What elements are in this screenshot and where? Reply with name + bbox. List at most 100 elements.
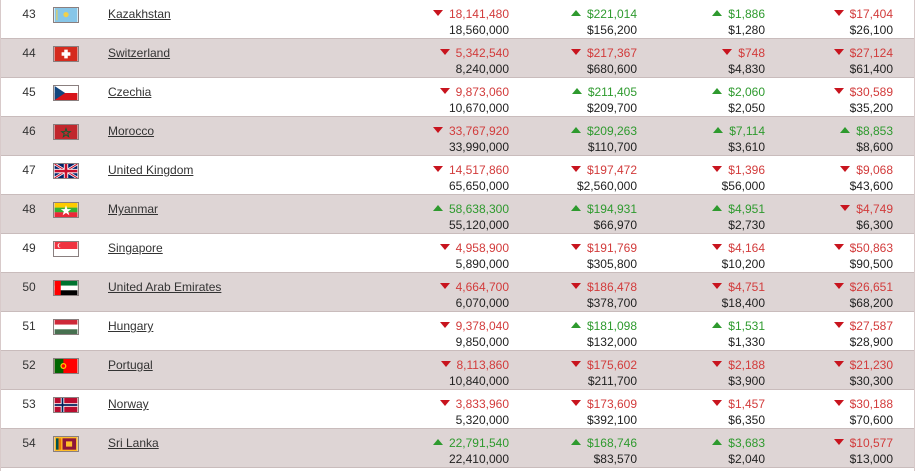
country-link[interactable]: United Kingdom [108,163,194,177]
c3-value-text: $1,531 [728,319,765,333]
rank-number: 53 [22,397,36,411]
c2-value-text: $181,098 [586,319,637,333]
c3-value-text: $7,114 [729,124,765,138]
arrow-down-icon [840,166,851,172]
c4-cell: $8,853 $8,600 [840,117,893,155]
c1-value-text: 18,141,480 [448,7,509,21]
c1-cell: 14,517,860 65,650,000 [432,156,509,194]
c2-base: $2,560,000 [576,179,637,193]
c2-value-text: $221,014 [586,7,637,21]
c4-value: $17,404 [833,7,893,23]
norway-flag-icon [53,397,79,413]
c3-value-text: $4,951 [728,202,765,216]
c2-value-text: $194,931 [586,202,637,216]
table-row: 51 Hungary 9,378,040 9,850,000 $181,098 $132,… [1,312,914,351]
c2-value: $181,098 [570,319,637,335]
srilanka-flag-icon [53,436,79,452]
country-link[interactable]: Kazakhstan [108,7,171,21]
arrow-up-icon [570,10,581,16]
c3-value-text: $1,886 [728,7,765,21]
arrow-down-icon [712,361,723,367]
c4-cell: $26,651 $68,200 [833,273,893,311]
country-link[interactable]: Czechia [108,85,152,99]
c4-cell: $10,577 $13,000 [833,429,893,467]
c4-base: $68,200 [849,296,893,310]
uae-flag-icon [53,280,79,296]
c4-base: $90,500 [849,257,893,271]
c1-base: 8,240,000 [455,62,509,76]
c2-value: $197,472 [570,163,637,179]
c3-base: $2,040 [728,452,765,466]
switzerland-flag-icon [53,46,79,62]
rank-number: 44 [22,46,36,60]
c1-value-text: 4,664,700 [455,280,509,294]
arrow-down-icon [833,283,844,289]
rank-number: 47 [22,163,36,177]
country-link[interactable]: Myanmar [108,202,159,216]
c2-value: $209,263 [570,124,637,140]
country-link[interactable]: Norway [108,397,149,411]
c2-value-text: $168,746 [586,436,637,450]
arrow-down-icon [570,400,581,406]
c1-cell: 9,873,060 10,670,000 [439,78,509,116]
c1-value-text: 22,791,540 [448,436,509,450]
arrow-down-icon [712,244,723,250]
c1-value: 3,833,960 [439,397,509,413]
c3-value-text: $3,683 [728,436,765,450]
rank-number: 49 [22,241,36,255]
hungary-flag-icon [53,319,79,335]
c2-base: $378,700 [586,296,637,310]
arrow-down-icon [439,322,450,328]
c2-value: $211,405 [571,85,637,101]
c2-value-text: $191,769 [586,241,637,255]
c4-value: $26,651 [833,280,893,296]
country-link[interactable]: United Arab Emirates [108,280,222,294]
arrow-down-icon [439,88,450,94]
c3-value: $7,114 [713,124,765,140]
c4-value-text: $9,068 [856,163,893,177]
c2-cell: $217,367 $680,600 [570,39,637,77]
country-link[interactable]: Sri Lanka [108,436,159,450]
country-link[interactable]: Hungary [108,319,154,333]
c1-cell: 3,833,960 5,320,000 [439,390,509,428]
c4-value: $9,068 [840,163,893,179]
arrow-down-icon [833,439,844,445]
arrow-down-icon [833,400,844,406]
morocco-flag-icon [53,124,79,140]
c4-base: $61,400 [849,62,893,76]
c4-cell: $27,124 $61,400 [833,39,893,77]
country-link[interactable]: Portugal [108,358,153,372]
myanmar-flag-icon [53,202,79,218]
c1-value: 9,873,060 [439,85,509,101]
c1-value-text: 9,378,040 [455,319,509,333]
c1-cell: 4,958,900 5,890,000 [439,234,509,272]
country-link[interactable]: Singapore [108,241,163,255]
c1-cell: 18,141,480 18,560,000 [432,0,509,38]
c3-cell: $1,457 $6,350 [712,390,765,428]
c2-cell: $211,405 $209,700 [571,78,637,116]
arrow-down-icon [439,400,450,406]
country-link[interactable]: Switzerland [108,46,171,60]
c1-base: 9,850,000 [455,335,509,349]
c1-base: 6,070,000 [455,296,509,310]
c3-base: $1,280 [728,23,765,37]
c2-cell: $175,602 $211,700 [570,351,637,389]
c1-cell: 4,664,700 6,070,000 [439,273,509,311]
c4-base: $8,600 [856,140,893,154]
c3-value: $748 [722,46,765,62]
c3-value-text: $1,396 [728,163,765,177]
country-link[interactable]: Morocco [108,124,155,138]
table-row: 43 Kazakhstan 18,141,480 18,560,000 $221,014… [1,0,914,39]
table-row: 45 Czechia 9,873,060 10,670,000 $211,405 $209… [1,78,914,117]
c2-value-text: $197,472 [586,163,637,177]
table-row: 52 Portugal 8,113,860 10,840,000 $175,602 $21… [1,351,914,390]
c3-base: $10,200 [721,257,765,271]
arrow-down-icon [840,205,851,211]
rank-number: 52 [22,358,36,372]
table-row: 49 Singapore 4,958,900 5,890,000 $191,769 $30… [1,234,914,273]
c2-value: $173,609 [570,397,637,413]
arrow-down-icon [439,283,450,289]
c1-cell: 58,638,300 55,120,000 [432,195,509,233]
table-row: 44 Switzerland 5,342,540 8,240,000 $217,367 $… [1,39,914,78]
c1-cell: 8,113,860 10,840,000 [440,351,509,389]
